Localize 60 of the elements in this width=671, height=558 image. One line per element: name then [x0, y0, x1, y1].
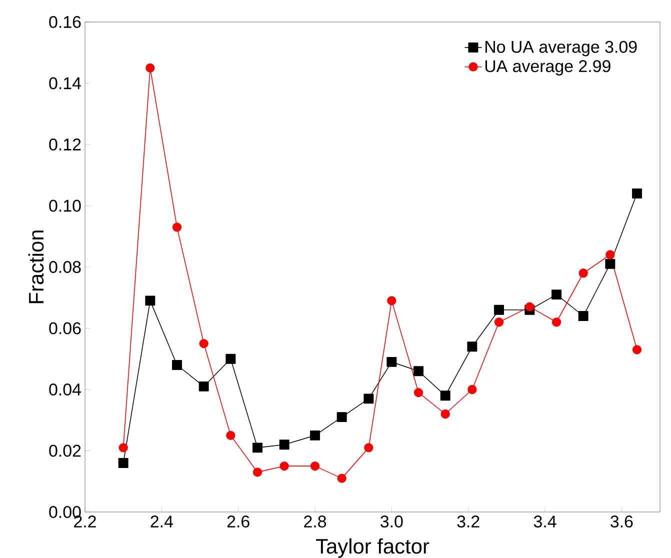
- y-tick-label: 0.14: [49, 77, 81, 90]
- point: [468, 384, 477, 394]
- point: [172, 222, 182, 232]
- point: [552, 318, 562, 327]
- point: [440, 409, 450, 419]
- y-axis-title: Fraction: [28, 230, 44, 304]
- point: [632, 345, 642, 354]
- point: [494, 318, 504, 327]
- point: [198, 381, 209, 392]
- point: [252, 468, 262, 477]
- y-tick-label: 0.00: [49, 506, 81, 518]
- x-tick-label: 2.2: [74, 516, 96, 528]
- x-tick-label: 2.4: [150, 516, 173, 528]
- point: [578, 311, 588, 321]
- point: [467, 342, 478, 352]
- x-tick-label: 3.0: [380, 516, 403, 528]
- y-tick-label: 0.06: [49, 322, 81, 334]
- x-tick-label: 2.8: [304, 516, 326, 528]
- point: [578, 268, 588, 278]
- point: [226, 354, 236, 364]
- y-tick-label: 0.04: [49, 384, 81, 396]
- point: [414, 366, 424, 376]
- point: [414, 388, 424, 398]
- point: [252, 442, 262, 453]
- x-tick-label: 3.6: [610, 516, 633, 528]
- point: [552, 290, 562, 300]
- point: [145, 296, 156, 306]
- point: [386, 356, 397, 367]
- point: [336, 412, 347, 422]
- point: [337, 474, 346, 483]
- point: [310, 430, 320, 440]
- point: [226, 430, 236, 440]
- point: [199, 338, 208, 348]
- point: [279, 440, 290, 450]
- y-tick-label: 0.10: [49, 200, 81, 212]
- point: [364, 443, 374, 452]
- point: [525, 302, 534, 312]
- legend-label: No UA average 3.09: [486, 40, 637, 56]
- point: [364, 394, 374, 404]
- point: [632, 188, 642, 198]
- point: [118, 458, 128, 468]
- point: [280, 461, 289, 471]
- point: [605, 258, 616, 269]
- y-tick-label: 0.08: [49, 261, 81, 273]
- y-tick-label: 0.16: [49, 16, 81, 28]
- point: [606, 250, 615, 260]
- point: [146, 63, 155, 73]
- x-tick-label: 2.6: [227, 516, 250, 528]
- x-tick-label: 3.4: [534, 516, 556, 528]
- point: [494, 304, 504, 315]
- y-tick-label: 0.12: [49, 138, 81, 150]
- y-tick-label: 0.02: [49, 444, 81, 457]
- x-tick-label: 3.2: [457, 516, 480, 528]
- point: [310, 461, 320, 471]
- point: [440, 390, 450, 401]
- x-axis-title: Taylor factor: [316, 538, 430, 558]
- legend-label: UA average 2.99: [485, 60, 610, 76]
- point: [387, 296, 396, 306]
- point: [118, 443, 128, 452]
- point: [172, 360, 182, 370]
